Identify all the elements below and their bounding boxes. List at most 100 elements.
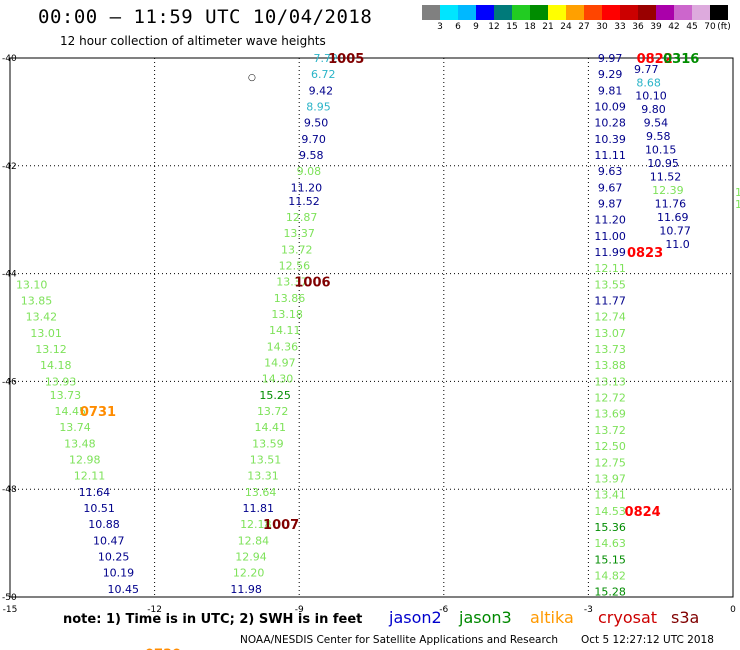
wave-height-label: 10.09 xyxy=(594,101,626,114)
legend-tick-label: 6 xyxy=(455,22,461,32)
wave-height-label: 13.13 xyxy=(594,375,626,388)
legend-swatch xyxy=(692,5,710,20)
legend-tick-label: 30 xyxy=(596,22,608,32)
plot-frame xyxy=(9,57,734,598)
wave-height-label: 14.53 xyxy=(594,505,626,518)
wave-height-label: 9.67 xyxy=(598,181,623,194)
legend-swatch xyxy=(584,5,602,20)
wave-height-label: 9.80 xyxy=(641,103,666,116)
pass-time-label: 1007 xyxy=(263,518,299,533)
wave-height-label: 12.94 xyxy=(235,551,267,564)
wave-height-label: 15.36 xyxy=(594,521,626,534)
legend-swatch xyxy=(422,5,440,20)
legend-swatch xyxy=(620,5,638,20)
wave-height-label: 11.0 xyxy=(665,238,690,251)
wave-height-label: 10.10 xyxy=(635,90,667,103)
wave-height-label: 9.42 xyxy=(309,84,334,97)
figure-title: 00:00 – 11:59 UTC 10/04/2018 xyxy=(38,6,373,28)
x-tick-label: 0 xyxy=(730,605,736,615)
wave-height-label: 9.97 xyxy=(598,52,623,65)
wave-height-label: 11.81 xyxy=(242,502,274,515)
wave-height-label: 13.18 xyxy=(271,308,303,321)
wave-height-label: 10.45 xyxy=(108,583,140,596)
wave-height-label: 10.77 xyxy=(659,224,691,237)
pass-time-label: 1005 xyxy=(328,52,364,67)
wave-height-label: 13.51 xyxy=(250,454,282,467)
wave-height-label: 13.10 xyxy=(16,278,48,291)
wave-height-label: 11.52 xyxy=(650,171,682,184)
pass-time-label: 0823 xyxy=(627,246,663,261)
pass-time-label: 0822 xyxy=(637,52,673,67)
wave-height-label: 15.15 xyxy=(594,553,626,566)
wave-height-label: 13.37 xyxy=(283,227,315,240)
wave-height-label: 13.72 xyxy=(281,243,313,256)
legend-swatch xyxy=(566,5,584,20)
wave-height-label: 13.72 xyxy=(594,424,626,437)
pass-time-label: 0731 xyxy=(80,405,116,420)
island-marker: ○ xyxy=(248,73,256,83)
figure-subtitle: 12 hour collection of altimeter wave hei… xyxy=(60,34,326,48)
wave-height-label: 9.70 xyxy=(301,133,326,146)
legend-swatch xyxy=(440,5,458,20)
wave-height-label: 12.18 xyxy=(240,518,272,531)
wave-height-label: 15.28 xyxy=(594,586,626,599)
wave-height-label: 11.00 xyxy=(594,230,626,243)
wave-height-label: 13.01 xyxy=(30,327,62,340)
wave-height-label: 9.87 xyxy=(598,198,623,211)
wave-height-label: 13.72 xyxy=(257,405,289,418)
wave-height-label: 14.63 xyxy=(594,537,626,550)
legend-swatch xyxy=(530,5,548,20)
wave-height-label: 9.77 xyxy=(634,63,659,76)
footer-note: note: 1) Time is in UTC; 2) SWH is in fe… xyxy=(63,612,363,627)
wave-height-label: 10.25 xyxy=(98,551,130,564)
wave-height-label: 13.31 xyxy=(247,470,279,483)
wave-height-label: 14.41 xyxy=(255,421,287,434)
wave-height-label: 14.30 xyxy=(262,373,294,386)
legend-swatch xyxy=(494,5,512,20)
wave-height-label: 9.54 xyxy=(644,117,669,130)
legend-swatch xyxy=(710,5,728,20)
legend-tick-label: 39 xyxy=(650,22,662,32)
wave-height-label: 14.36 xyxy=(267,340,299,353)
legend-tick-label: 15 xyxy=(506,22,518,32)
legend-tick-label: 18 xyxy=(524,22,536,32)
wave-height-label: 15.25 xyxy=(259,389,291,402)
credit-line: NOAA/NESDIS Center for Satellite Applica… xyxy=(240,634,558,646)
wave-height-label: 13.73 xyxy=(594,343,626,356)
wave-height-label: 13.85 xyxy=(21,295,53,308)
legend-swatch xyxy=(674,5,692,20)
wave-height-label: 13.69 xyxy=(594,408,626,421)
wave-height-label: 8.95 xyxy=(306,101,331,114)
wave-height-label: 12.72 xyxy=(594,392,626,405)
legend-tick-label: 24 xyxy=(560,22,572,32)
wave-height-label: 9.81 xyxy=(598,84,623,97)
wave-height-label: 14.11 xyxy=(269,324,301,337)
wave-height-label: 13.55 xyxy=(594,278,626,291)
wave-height-label: 12.98 xyxy=(69,454,101,467)
legend-tick-label: 9 xyxy=(473,22,479,32)
wave-height-label: 10.95 xyxy=(647,157,679,170)
y-tick-label: -50 xyxy=(2,593,17,603)
wave-height-label: 9.58 xyxy=(646,130,671,143)
wave-height-label: 13.73 xyxy=(50,389,82,402)
x-tick-label: -9 xyxy=(295,605,304,615)
y-tick-label: -46 xyxy=(2,377,17,387)
wave-height-label: 12.84 xyxy=(238,534,270,547)
wave-height-label: 9.63 xyxy=(598,165,623,178)
wave-height-label: 10.28 xyxy=(594,117,626,130)
legend-tick-label: 45 xyxy=(686,22,698,32)
legend-tick-label: 21 xyxy=(542,22,554,32)
y-tick-label: -40 xyxy=(2,54,17,64)
satellite-legend-jason2: jason2 xyxy=(389,608,442,627)
wave-height-label: 12.20 xyxy=(233,567,265,580)
wave-height-label: 13.86 xyxy=(274,292,306,305)
legend-swatch xyxy=(638,5,656,20)
legend-tick-label: 27 xyxy=(578,22,590,32)
legend-swatch xyxy=(602,5,620,20)
legend-swatch xyxy=(656,5,674,20)
wave-height-label: 12.74 xyxy=(594,311,626,324)
wave-height-label: 13.48 xyxy=(64,437,96,450)
legend-swatch xyxy=(458,5,476,20)
wave-height-label: 13.64 xyxy=(245,486,277,499)
